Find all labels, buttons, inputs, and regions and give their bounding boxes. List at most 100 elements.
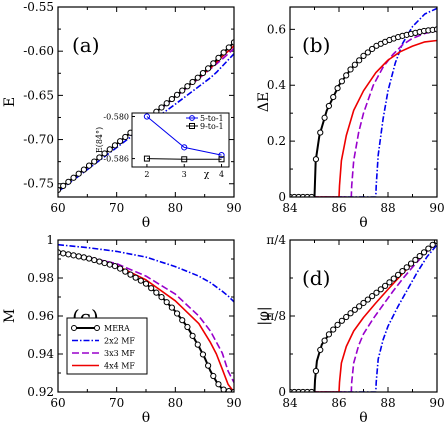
data-point xyxy=(184,323,191,331)
data-point xyxy=(225,388,232,392)
panel-label: (a) xyxy=(72,33,100,57)
series-line-mf4 xyxy=(290,39,437,197)
y-tick-label: 0.96 xyxy=(27,309,54,323)
panel-label: (d) xyxy=(302,266,330,290)
data-point xyxy=(132,274,139,281)
x-tick-label: 88 xyxy=(380,396,395,410)
data-point xyxy=(377,286,384,293)
inset-x-tick-label: 2 xyxy=(144,170,149,179)
legend-label: 3x3 MF xyxy=(104,349,135,358)
data-point xyxy=(194,341,201,348)
series-line-mf3 xyxy=(58,47,234,191)
data-point xyxy=(70,174,77,181)
data-point xyxy=(321,114,328,121)
data-point xyxy=(210,60,217,67)
data-point xyxy=(321,337,328,344)
legend: MERA 2x2 MF 3x3 MF 4x4 MF xyxy=(66,317,148,375)
inset-x-tick-label: 4 xyxy=(219,170,224,179)
y-tick-label: -0.65 xyxy=(23,88,54,102)
y-tick-label: 0.98 xyxy=(27,271,54,285)
x-tick-label: 84 xyxy=(282,396,298,410)
inset-point xyxy=(143,113,151,120)
inset-legend-label: 5-to-1 xyxy=(200,114,224,123)
data-point xyxy=(364,296,371,303)
legend-label: 2x2 MF xyxy=(104,337,135,346)
x-tick-label: 88 xyxy=(380,201,395,215)
inset-y-label: E(84°) xyxy=(95,127,104,153)
data-point xyxy=(80,166,87,173)
data-point xyxy=(325,331,333,338)
data-point xyxy=(369,293,376,300)
data-point xyxy=(312,367,320,375)
data-point xyxy=(158,294,165,301)
data-point xyxy=(158,104,165,111)
data-point xyxy=(420,249,428,256)
data-point xyxy=(199,69,207,77)
inset-legend-marker xyxy=(189,115,195,121)
x-tick-label: 80 xyxy=(168,201,183,215)
data-point xyxy=(325,102,333,110)
data-point xyxy=(148,285,155,292)
data-point xyxy=(215,54,222,61)
inset-point xyxy=(181,144,188,151)
data-point xyxy=(343,72,350,79)
data-point xyxy=(65,178,72,185)
legend-label: MERA xyxy=(104,324,130,333)
plot-frame xyxy=(57,239,235,393)
data-point xyxy=(80,254,87,261)
data-point xyxy=(416,252,423,260)
y-tick-label: 0.4 xyxy=(267,78,286,92)
data-point xyxy=(199,351,207,358)
series-line-mf2 xyxy=(58,243,234,303)
data-point xyxy=(122,133,129,141)
x-axis-label: θ xyxy=(359,410,367,425)
inset-legend-label: 9-to-1 xyxy=(200,122,224,131)
data-point xyxy=(106,146,113,153)
data-point xyxy=(153,289,160,296)
x-tick-label: 90 xyxy=(429,396,444,410)
inset-chart: 2 3 4 -0.580 -0.586 χ E(84°) 5-to-19-to-1 xyxy=(95,112,230,180)
x-tick-label: 90 xyxy=(429,201,444,215)
data-point xyxy=(205,362,212,369)
data-point xyxy=(101,259,108,267)
data-point xyxy=(360,299,367,307)
x-tick-label: 60 xyxy=(50,396,65,410)
y-tick-label: 0 xyxy=(278,385,286,399)
data-point xyxy=(137,277,144,284)
y-tick-label: 0.92 xyxy=(27,385,54,399)
data-point xyxy=(168,95,175,103)
data-point xyxy=(317,129,324,136)
data-point xyxy=(220,49,227,56)
data-point xyxy=(343,313,350,321)
y-tick-label: -0.75 xyxy=(23,177,54,191)
panel-label: (b) xyxy=(302,33,330,57)
data-point xyxy=(386,279,393,286)
plot-frame xyxy=(57,6,235,198)
data-point xyxy=(96,154,103,161)
data-point xyxy=(106,261,113,268)
series-line-mf2 xyxy=(290,7,437,197)
series-line-mf4 xyxy=(290,240,437,392)
y-tick-label: 0.2 xyxy=(267,134,286,148)
y-tick-label: π/8 xyxy=(266,309,286,323)
data-point xyxy=(399,267,406,275)
x-tick-label: 90 xyxy=(226,201,241,215)
data-point xyxy=(429,241,436,248)
data-point xyxy=(347,66,354,73)
data-point xyxy=(373,289,380,296)
legend-marker xyxy=(94,325,100,331)
data-point xyxy=(312,156,320,163)
data-point xyxy=(407,260,415,267)
data-point xyxy=(347,310,354,317)
series-line-mf3 xyxy=(290,241,437,392)
x-axis-label: θ xyxy=(359,215,367,231)
data-point xyxy=(425,245,432,252)
x-tick-label: 70 xyxy=(109,396,124,410)
data-point xyxy=(215,381,222,388)
y-axis-label: ΔE xyxy=(256,92,272,112)
panel-d: 84 86 88 90 0 π/8 π/4 θ |φ| (d) xyxy=(256,233,445,425)
data-point xyxy=(382,282,389,289)
data-point xyxy=(70,252,77,259)
x-tick-label: 86 xyxy=(331,396,346,410)
